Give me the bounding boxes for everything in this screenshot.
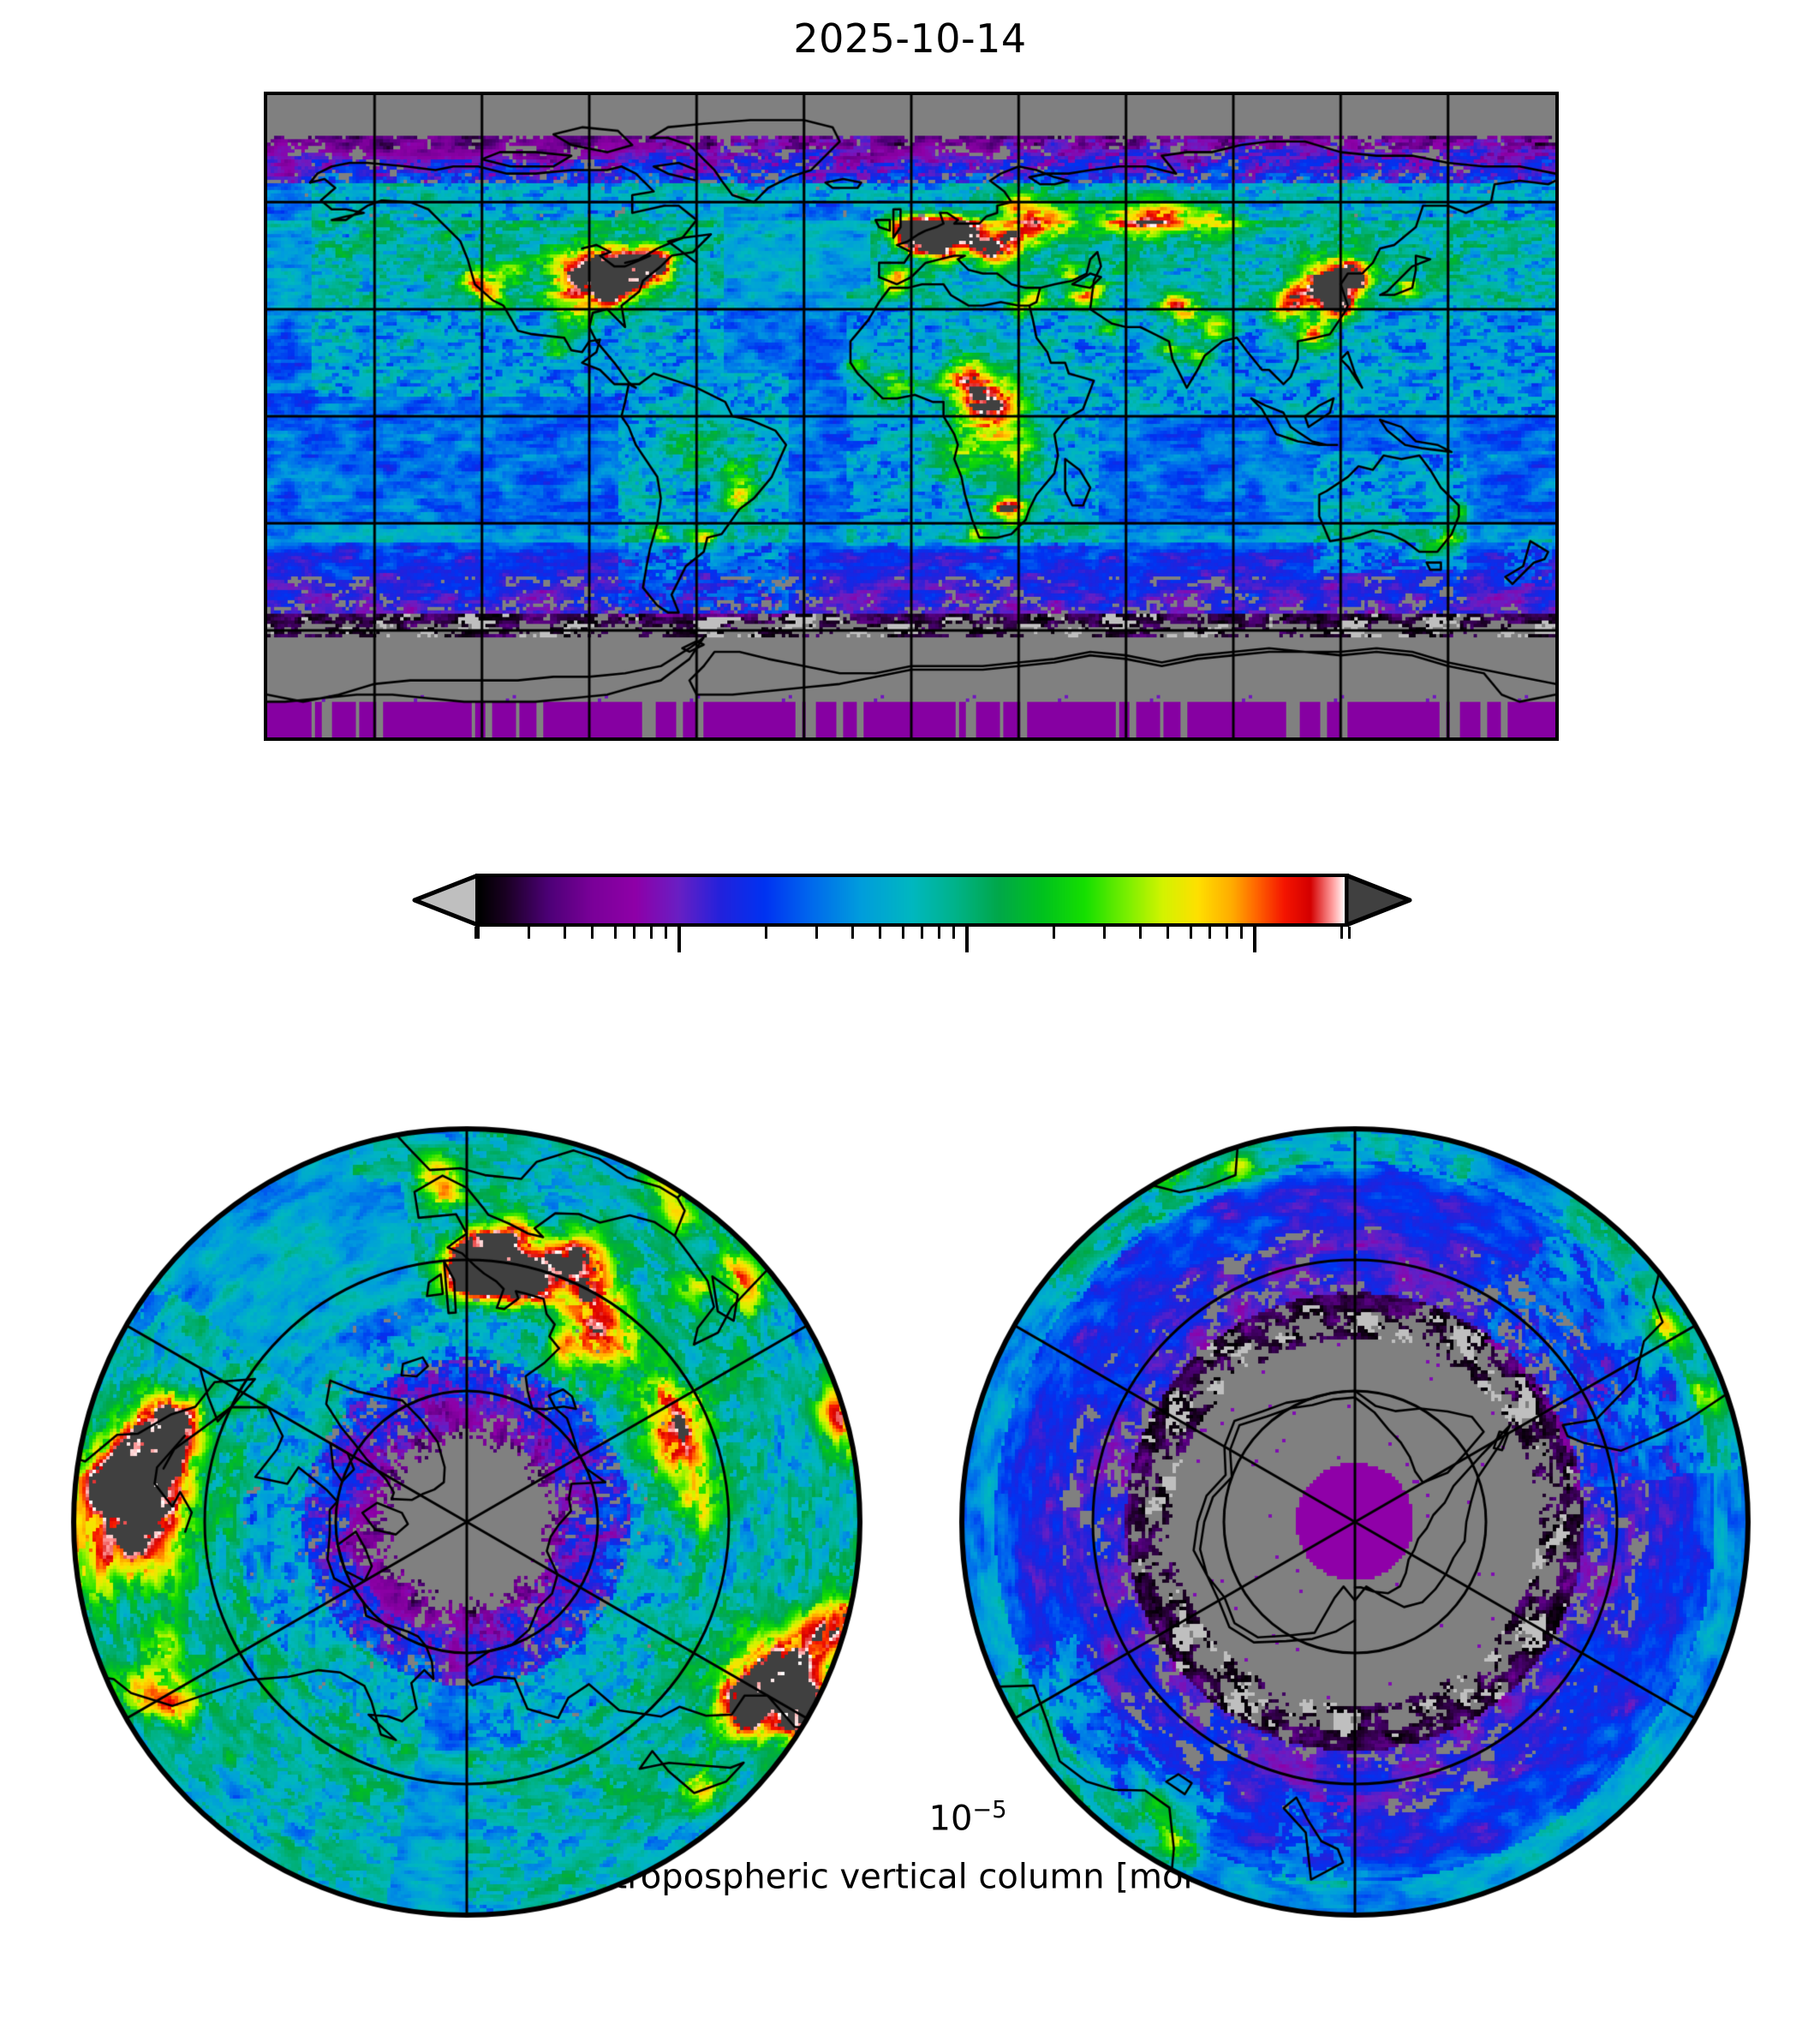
colorbar-minor-tick <box>665 927 668 939</box>
colorbar-minor-tick <box>879 927 882 939</box>
colorbar-body[interactable] <box>475 874 1349 927</box>
colorbar-minor-tick <box>1208 927 1212 939</box>
colorbar-minor-tick <box>563 927 566 939</box>
colorbar-minor-tick <box>591 927 594 939</box>
colorbar-minor-tick <box>850 927 854 939</box>
colorbar-group: 10−610−510−4 NO2 tropospheric vertical c… <box>0 865 1820 1896</box>
colorbar-minor-tick <box>1138 927 1142 939</box>
colorbar-minor-tick <box>1167 927 1170 939</box>
colorbar-minor-tick <box>764 927 767 939</box>
colorbar-minor-tick <box>1189 927 1192 939</box>
colorbar-minor-tick <box>1240 927 1244 939</box>
colorbar-minor-tick <box>1225 927 1228 939</box>
colorbar-gradient <box>479 877 1346 923</box>
colorbar-minor-tick <box>1340 927 1343 939</box>
colorbar-minor-tick <box>527 927 530 939</box>
colorbar-minor-tick <box>476 927 480 939</box>
colorbar-minor-tick <box>649 927 653 939</box>
colorbar-minor-tick <box>815 927 818 939</box>
page-title: 2025-10-14 <box>793 15 1027 62</box>
arctic-polar-stereographic-map[interactable] <box>69 1124 865 1920</box>
colorbar-major-tick <box>965 927 969 952</box>
colorbar-minor-tick <box>901 927 904 939</box>
colorbar-minor-tick <box>921 927 924 939</box>
no2-colorbar[interactable] <box>411 874 1412 927</box>
colorbar-minor-tick <box>633 927 636 939</box>
antarctic-map-canvas <box>957 1124 1753 1920</box>
colorbar-major-tick <box>1253 927 1256 952</box>
colorbar-minor-tick <box>952 927 956 939</box>
colorbar-under-arrow-icon <box>412 874 480 927</box>
colorbar-minor-tick <box>1052 927 1055 939</box>
global-map-canvas <box>267 95 1555 737</box>
colorbar-minor-tick <box>613 927 617 939</box>
colorbar-minor-tick <box>1102 927 1106 939</box>
colorbar-major-tick <box>677 927 681 952</box>
arctic-map-canvas <box>69 1124 865 1920</box>
colorbar-edge-tick <box>1347 927 1351 939</box>
colorbar-minor-tick <box>937 927 940 939</box>
colorbar-over-arrow-icon <box>1345 874 1412 927</box>
colorbar-ticks <box>411 927 1405 956</box>
colorbar-edge-tick <box>474 927 477 939</box>
global-equirectangular-map[interactable] <box>264 92 1559 741</box>
antarctic-polar-stereographic-map[interactable] <box>957 1124 1753 1920</box>
